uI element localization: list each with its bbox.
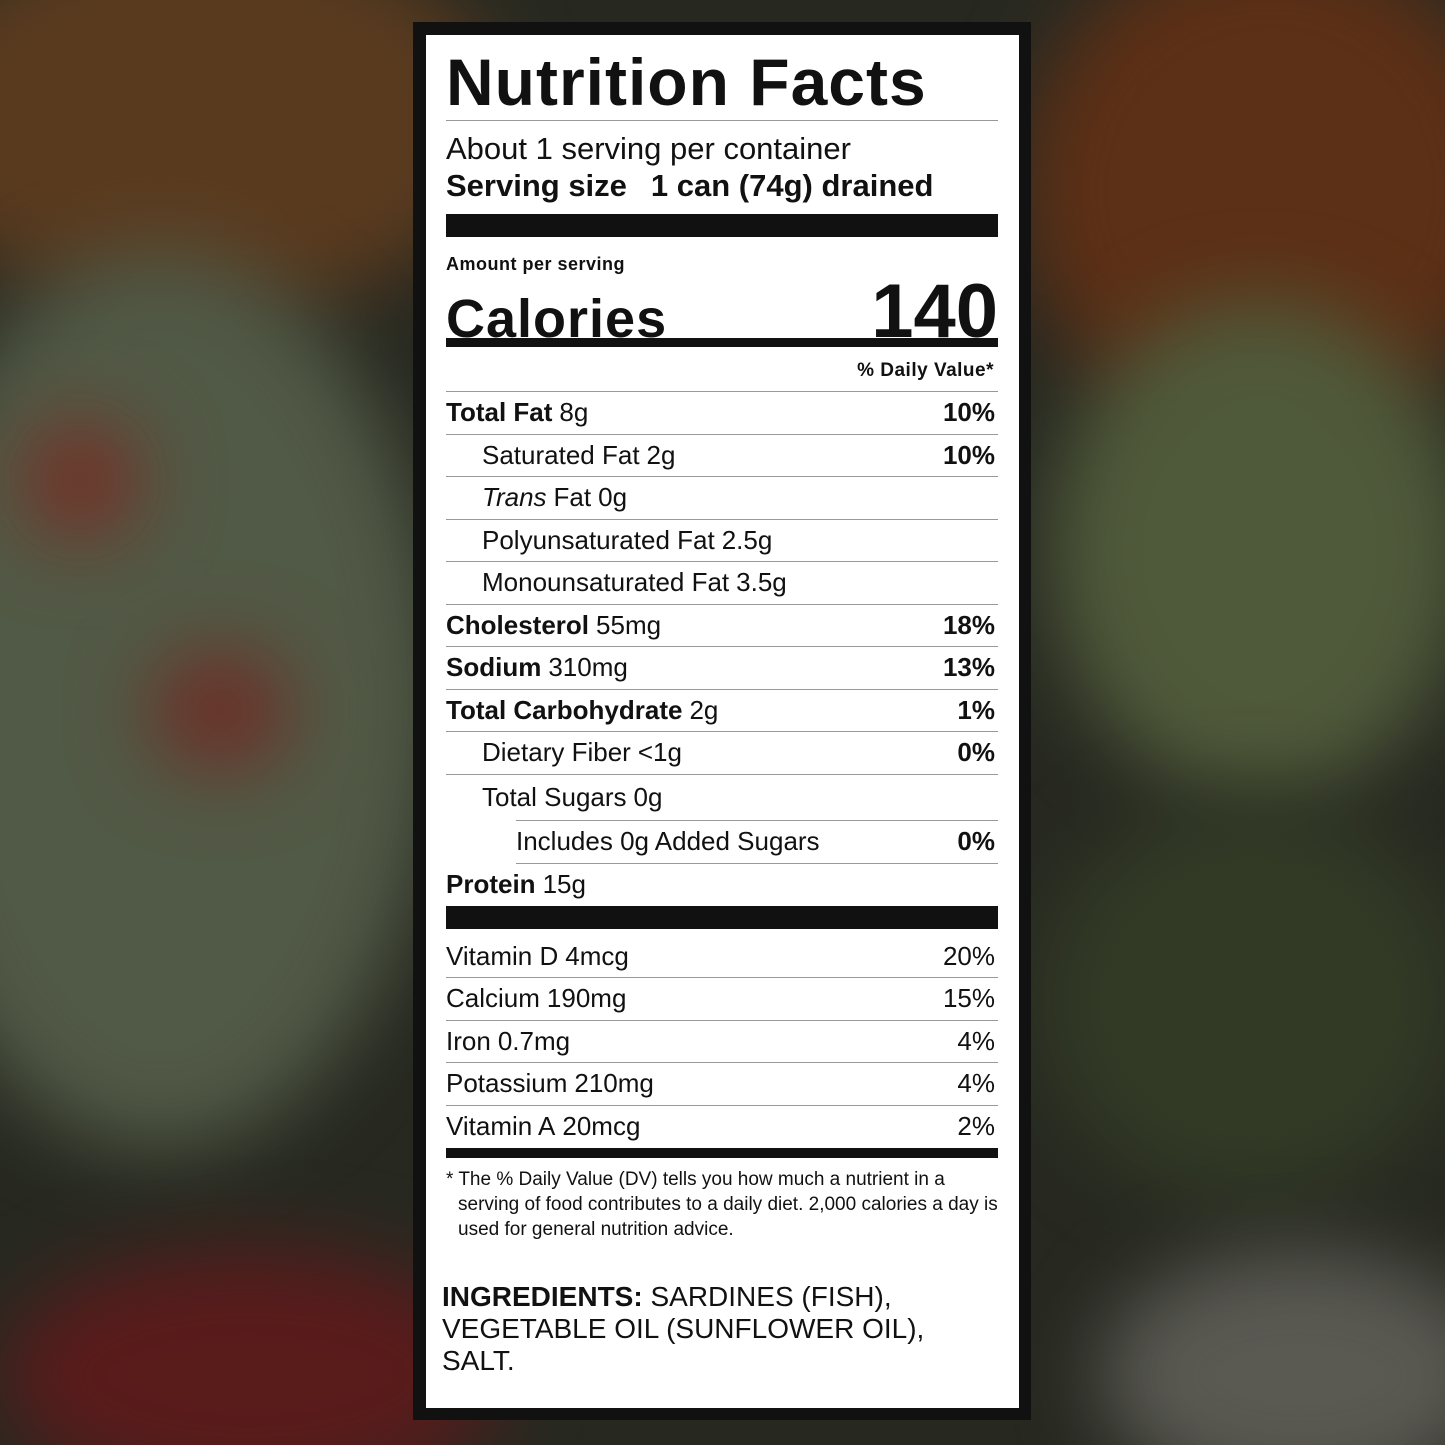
daily-value-header: % Daily Value* — [446, 347, 998, 392]
nutrient-amount: <1g — [637, 737, 682, 768]
nutrient-amount: 0g — [633, 781, 663, 812]
serving-size-value: 1 can (74g) drained — [650, 168, 934, 203]
nutrient-name: Includes 0g Added Sugars — [516, 826, 820, 856]
amount-per-serving: Amount per serving — [446, 254, 626, 274]
daily-value: 18% — [942, 609, 995, 640]
vitamin-name: Calcium — [446, 983, 540, 1014]
footnote: * The % Daily Value (DV) tells you how m… — [446, 1169, 998, 1240]
calories-value: 140 — [871, 269, 998, 354]
daily-value: 0% — [957, 737, 995, 768]
nutrient-amount: 2g — [689, 694, 719, 725]
vitamin-amount: 20mcg — [562, 1111, 641, 1142]
ingredients: INGREDIENTS: SARDINES (FISH), VEGETABLE … — [442, 1281, 962, 1377]
vitamin-name: Iron — [446, 1025, 491, 1056]
nutrient-row: Dietary Fiber <1g 0% — [446, 732, 998, 775]
label-content: Nutrition Facts About 1 serving per cont… — [442, 35, 998, 1377]
medium-bar — [446, 1148, 998, 1158]
vitamin-daily-value: 20% — [942, 940, 995, 971]
nutrient-name: Dietary Fiber — [482, 737, 631, 768]
vitamin-list: Vitamin D 4mcg 20% Calcium 190mg 15% Iron 0.7mg… — [446, 929, 998, 1148]
vitamin-row: Vitamin D 4mcg 20% — [446, 929, 998, 978]
vitamin-name: Vitamin D — [446, 940, 559, 971]
nutrient-row: Total Carbohydrate 2g 1% — [446, 690, 998, 732]
nutrient-row: Monounsaturated Fat 3.5g — [446, 562, 998, 605]
nutrient-row: Total Sugars 0g — [446, 775, 998, 820]
nutrient-list: Total Fat 8g 10% Saturated Fat 2g 10% Trans Fat… — [446, 392, 998, 906]
nutrient-name: Total Carbohydrate — [446, 694, 683, 725]
calories-label: Calories — [446, 289, 668, 349]
nutrient-amount: 3.5g — [736, 567, 787, 598]
nutrient-row: Polyunsaturated Fat 2.5g — [446, 520, 998, 562]
nutrient-amount: 55mg — [596, 609, 662, 640]
serving-size: Serving size 1 can (74g) drained — [446, 167, 998, 205]
nutrient-name: Protein — [446, 869, 536, 900]
nutrient-row: Cholesterol 55mg 18% — [446, 605, 998, 647]
nutrient-amount: 310mg — [548, 652, 628, 683]
nutrient-name: Cholesterol — [446, 609, 590, 640]
nutrient-name: Sodium — [446, 652, 542, 683]
nutrient-row: Saturated Fat 2g 10% — [446, 435, 998, 477]
vitamin-row: Potassium 210mg 4% — [446, 1063, 998, 1106]
daily-value: 1% — [957, 694, 995, 725]
nutrient-amount: 15g — [542, 869, 586, 900]
nutrient-amount: 2g — [646, 439, 676, 470]
ingredients-text: SARDINES (FISH), VEGETABLE OIL (SUNFLOWE… — [442, 1281, 925, 1376]
nutrient-row: Total Fat 8g 10% — [446, 392, 998, 435]
vitamin-daily-value: 15% — [942, 983, 995, 1014]
title-wrap: Nutrition Facts — [446, 35, 998, 121]
serving-size-label: Serving size — [446, 168, 627, 203]
vitamin-amount: 0.7mg — [497, 1025, 571, 1056]
daily-value: 10% — [942, 397, 995, 428]
nutrient-name: Monounsaturated Fat — [482, 567, 730, 598]
nutrient-name: Saturated Fat — [482, 439, 640, 470]
daily-value: 10% — [942, 439, 995, 470]
vitamin-row: Vitamin A 20mcg 2% — [446, 1106, 998, 1149]
nutrient-name: Fat — [553, 482, 592, 513]
thick-bar — [446, 214, 998, 237]
nutrient-row: Protein 15g — [446, 864, 998, 907]
title: Nutrition Facts — [446, 45, 927, 119]
vitamin-amount: 190mg — [546, 983, 627, 1014]
ingredients-label: INGREDIENTS: — [442, 1281, 643, 1312]
thick-bar — [446, 906, 998, 929]
nutrient-row: Includes 0g Added Sugars 0% — [516, 819, 998, 864]
vitamin-row: Calcium 190mg 15% — [446, 978, 998, 1021]
nutrient-amount: 0g — [598, 482, 628, 513]
nutrient-row: Sodium 310mg 13% — [446, 647, 998, 690]
vitamin-daily-value: 4% — [957, 1068, 995, 1099]
nutrient-name: Polyunsaturated Fat — [482, 524, 715, 555]
nutrient-amount: 8g — [559, 397, 589, 428]
vitamin-daily-value: 2% — [957, 1111, 995, 1142]
vitamin-row: Iron 0.7mg 4% — [446, 1021, 998, 1063]
vitamin-amount: 210mg — [574, 1068, 654, 1099]
vitamin-name: Vitamin A — [446, 1111, 556, 1142]
daily-value: 13% — [942, 652, 995, 683]
nutrient-name: Total Sugars — [482, 781, 627, 812]
vitamin-daily-value: 4% — [957, 1025, 995, 1056]
nutrition-label: Nutrition Facts About 1 serving per cont… — [426, 35, 1019, 1408]
calories: Calories 140 — [446, 268, 998, 354]
daily-value: 0% — [957, 826, 995, 856]
vitamin-name: Potassium — [446, 1068, 568, 1099]
nutrient-name-italic: Trans — [482, 482, 547, 513]
vitamin-amount: 4mcg — [565, 940, 629, 971]
nutrient-name: Total Fat — [446, 397, 553, 428]
nutrient-row: Trans Fat 0g — [446, 477, 998, 520]
servings: About 1 serving per container — [446, 131, 851, 166]
nutrient-amount: 2.5g — [721, 524, 773, 555]
medium-bar — [446, 338, 998, 347]
